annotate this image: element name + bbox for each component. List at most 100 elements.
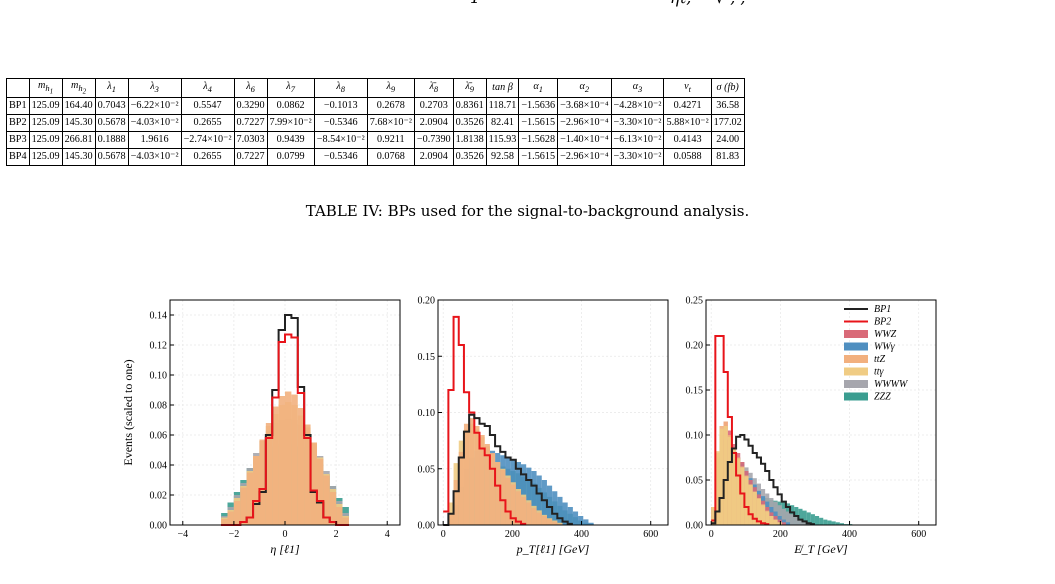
y-tick-label: 0.14	[150, 311, 168, 322]
hist-bar-ttgamma	[752, 491, 757, 525]
hist-bar-ttZ	[552, 521, 558, 525]
hist-bar-ttZ	[526, 502, 532, 525]
cut-fragment-left: 1	[470, 0, 480, 7]
table-cell: 0.3290	[233, 96, 268, 115]
table-cell: −1.5636	[518, 96, 559, 115]
table-cell: 2.0904	[413, 113, 454, 132]
table-cell: −0.7390	[413, 130, 454, 149]
hist-bar-ttZ	[336, 507, 343, 525]
y-tick-label: 0.04	[150, 461, 168, 472]
x-tick-label: 600	[911, 529, 926, 540]
hist-bar-ttgamma	[777, 522, 782, 525]
table-cell: 81.83	[710, 147, 745, 166]
legend-label: ttZ	[874, 354, 886, 365]
hist-bar-ttZ	[536, 512, 542, 525]
table-cell: 0.5678	[94, 113, 129, 132]
table-cell: 7.0303	[233, 130, 268, 149]
hist-bar-ZZZ	[827, 520, 832, 525]
hist-step-BP2	[443, 315, 527, 525]
hist-bar-ttZ	[278, 396, 285, 525]
hist-bar-ttgamma	[748, 484, 753, 525]
cut-fragment-right: ηℓ, = √ , ,	[670, 0, 745, 8]
hist-bar-ttZ	[316, 459, 324, 525]
hist-bar-WWWW	[802, 521, 807, 525]
table-cell: −2.96×10⁻⁴	[557, 113, 612, 132]
hist-bar-WWgamma	[781, 519, 786, 525]
hist-bar-ttZ	[458, 451, 464, 525]
column-header: λ1	[94, 78, 129, 98]
hist-bar-ttgamma	[719, 428, 724, 525]
x-tick-label: 400	[842, 529, 857, 540]
hist-step-BP1	[711, 434, 815, 526]
table-caption: TABLE IV: BPs used for the signal-to-bac…	[305, 202, 750, 220]
y-tick-label: 0.00	[418, 521, 436, 532]
table-cell: 0.5547	[180, 96, 235, 115]
table-cell: −4.28×10⁻²	[610, 96, 665, 115]
hist-bar-ttgamma	[744, 476, 749, 525]
table-cell: 164.40	[61, 96, 96, 115]
hist-bar-WWgamma	[588, 522, 594, 525]
table-row: BP1 125.09 164.40 0.7043 −6.22×10⁻² 0.5547 0.3…	[6, 96, 745, 115]
legend-swatch-WWZ	[844, 330, 868, 338]
table-cell: 0.0862	[266, 96, 315, 115]
hist-bar-WWgamma	[546, 485, 553, 525]
hist-bar-ttZ	[521, 496, 527, 525]
hist-bar-ZZZ	[823, 519, 828, 525]
table-cell: 0.1888	[94, 130, 129, 149]
column-header: λ3	[127, 78, 182, 98]
hist-bar-ZZZ	[814, 516, 820, 525]
hist-bar-ttgamma	[731, 448, 737, 525]
hist-step-BP2	[711, 335, 770, 526]
legend-label: WWγ	[874, 342, 896, 353]
hist-bar-ttZ	[272, 406, 279, 525]
hist-bar-ttZ	[297, 408, 305, 525]
y-tick-label: 0.15	[418, 352, 436, 363]
hist-bar-WWWW	[798, 519, 803, 525]
column-header: λ6	[233, 78, 268, 98]
legend-label: BP2	[874, 317, 891, 328]
table-row: BP4 125.09 145.30 0.5678 −4.03×10⁻² 0.2655 0.7…	[6, 147, 745, 166]
hist-bar-ttZ	[489, 453, 496, 525]
table-cell: 82.41	[485, 113, 520, 132]
hist-bar-ttZ	[546, 519, 553, 525]
y-tick-label: 0.10	[686, 431, 704, 442]
hist-bar-WWZ	[777, 519, 782, 525]
x-axis-label: η [ℓ1]	[270, 542, 300, 556]
hist-bar-ttZ	[259, 439, 266, 525]
table-cell: −1.5615	[518, 113, 559, 132]
row-label: BP4	[6, 147, 30, 166]
table-cell: −6.13×10⁻²	[610, 130, 665, 149]
y-tick-label: 0.20	[686, 341, 704, 352]
legend-label: WWZ	[874, 329, 897, 340]
table-cell: 0.5678	[94, 147, 129, 166]
hist-bar-ttZ	[342, 517, 349, 525]
hist-bar-ttZ	[500, 469, 506, 525]
y-tick-label: 0.02	[150, 491, 168, 502]
hist-step-BP1	[443, 413, 573, 526]
y-tick-label: 0.00	[686, 521, 704, 532]
hist-bar-ttZ	[463, 423, 470, 525]
table-cell: 0.4271	[663, 96, 712, 115]
hist-bar-WWgamma	[572, 511, 579, 525]
hist-bar-WWgamma	[526, 467, 532, 525]
table-body: BP1 125.09 164.40 0.7043 −6.22×10⁻² 0.5547 0.3…	[6, 96, 745, 166]
x-tick-label: 4	[385, 529, 390, 540]
table-cell: 7.68×10⁻²	[366, 113, 415, 132]
column-header: σ (fb)	[710, 78, 745, 98]
hist-bar-ttZ	[453, 480, 459, 525]
hist-bar-ZZZ	[835, 522, 840, 525]
hist-bar-ZZZ	[839, 523, 844, 525]
hist-bar-ttgamma	[765, 511, 770, 525]
y-tick-label: 0.08	[150, 401, 168, 412]
legend-swatch-WWgamma	[844, 342, 868, 351]
column-header: mh1	[28, 78, 63, 98]
table-cell: 0.0588	[663, 147, 712, 166]
hist-bar-WWgamma	[583, 519, 589, 525]
hist-bar-ttgamma	[727, 436, 732, 525]
table-cell: −4.03×10⁻²	[127, 113, 182, 132]
table-cell: −8.54×10⁻²	[313, 130, 368, 149]
y-tick-label: 0.15	[686, 386, 704, 397]
hist-bar-ttZ	[329, 492, 337, 525]
hist-bar-ttgamma	[736, 458, 741, 525]
hist-bar-ttZ	[510, 484, 516, 525]
